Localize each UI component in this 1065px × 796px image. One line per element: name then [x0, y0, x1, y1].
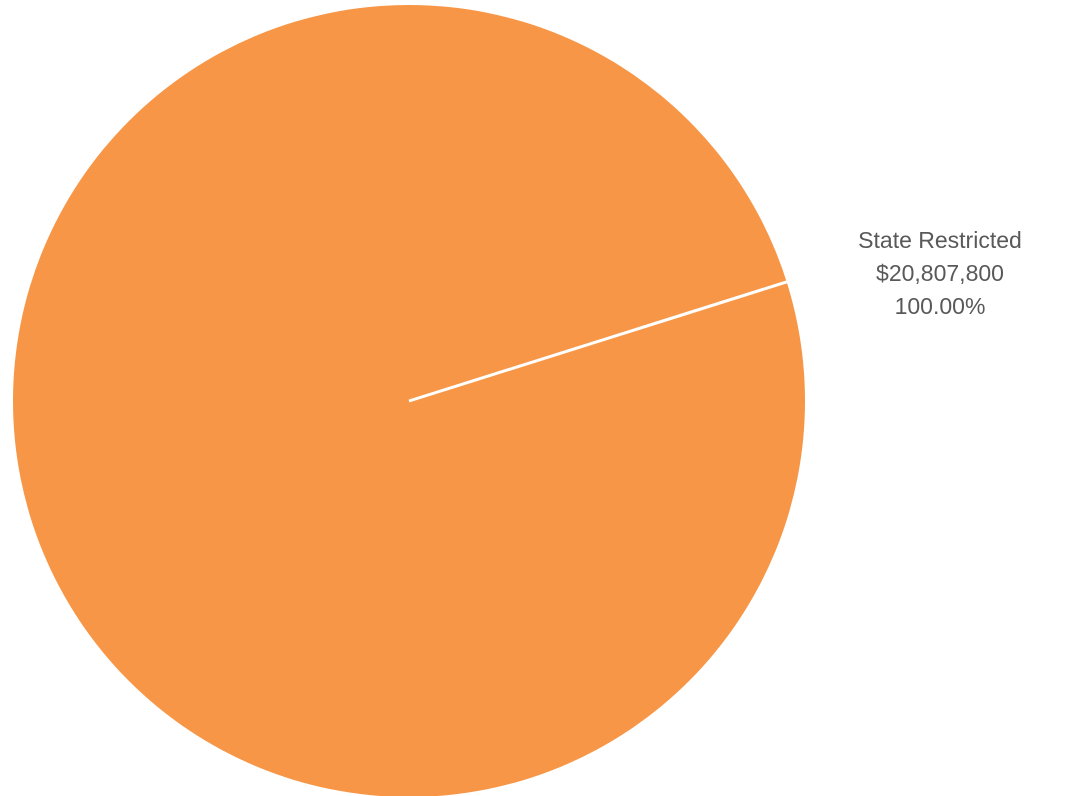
slice-border-line-0: [408, 279, 790, 403]
slice-label: State Restricted: [858, 227, 1022, 253]
slice-percent: 100.00%: [894, 293, 986, 319]
pie-slices: [13, 5, 805, 796]
slice-value: $20,807,800: [876, 260, 1004, 286]
slice-data-label: State Restricted $20,807,800 100.00%: [840, 224, 1040, 323]
